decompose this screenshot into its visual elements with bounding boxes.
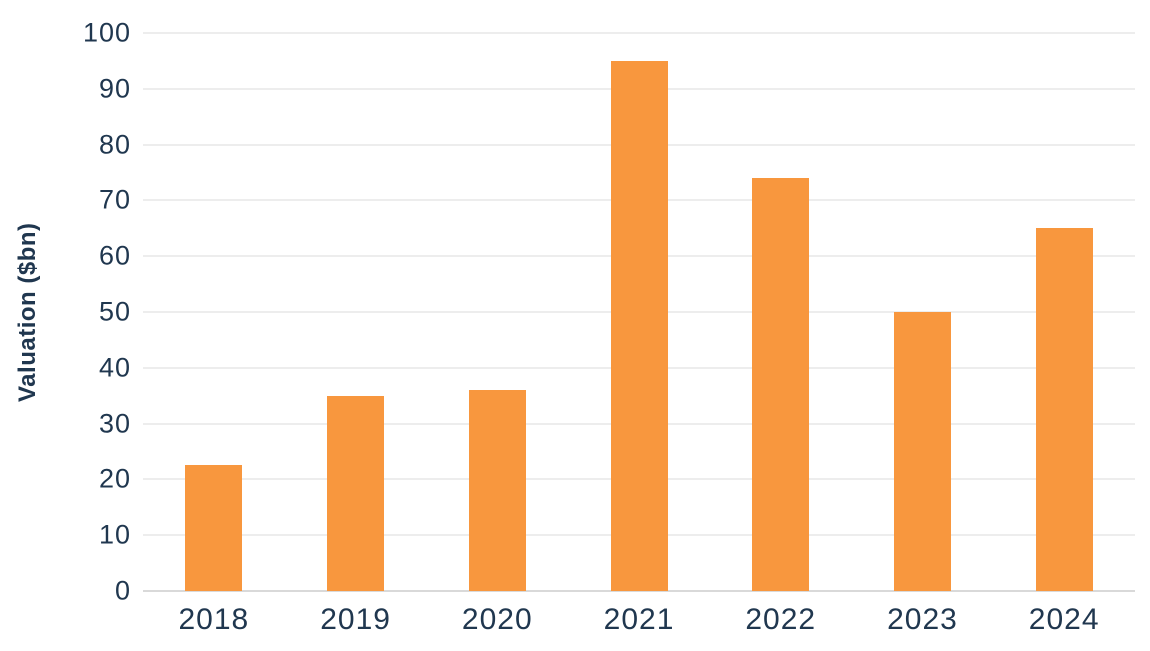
bar-2018 [185,465,243,591]
bar-slot-2022 [710,33,852,591]
bar-2021 [610,60,668,591]
y-tick-label-80: 80 [98,129,131,160]
bar-2023 [893,312,951,591]
bar-slot-2019 [285,33,427,591]
bar-slot-2018 [143,33,285,591]
x-tick-label-2024: 2024 [1028,603,1100,636]
bar-2019 [327,395,385,591]
y-tick-label-100: 100 [82,17,131,48]
bar-2024 [1035,228,1093,591]
bar-slot-2024 [993,33,1135,591]
gridline-y-100 [143,32,1135,34]
x-tick-label-2021: 2021 [603,603,675,636]
bar-slot-2021 [568,33,710,591]
x-axis-tick-labels: 2018 2019 2020 2021 2022 2023 2024 [143,602,1135,638]
y-tick-label-0: 0 [114,575,131,606]
x-tick-label-2018: 2018 [178,603,250,636]
y-tick-label-50: 50 [98,296,131,327]
bars-container [143,33,1135,591]
y-tick-label-10: 10 [98,519,131,550]
x-tick-label-2019: 2019 [320,603,391,636]
bar-slot-2020 [426,33,568,591]
y-tick-label-70: 70 [98,184,131,215]
plot-area [143,32,1135,592]
y-tick-label-20: 20 [98,463,131,494]
bar-2020 [468,390,526,591]
x-tick-label-2020: 2020 [461,603,533,636]
x-tick-label-2023: 2023 [887,603,958,636]
y-tick-label-30: 30 [98,408,131,439]
y-axis-tick-labels: 0 10 20 30 40 50 60 70 80 90 100 [0,19,131,604]
y-tick-label-60: 60 [98,240,131,271]
y-tick-label-90: 90 [98,73,131,104]
bar-slot-2023 [852,33,994,591]
bar-2022 [752,178,810,591]
x-tick-label-2022: 2022 [745,603,817,636]
gridline-y-0 [143,590,1135,592]
y-tick-label-40: 40 [98,352,131,383]
